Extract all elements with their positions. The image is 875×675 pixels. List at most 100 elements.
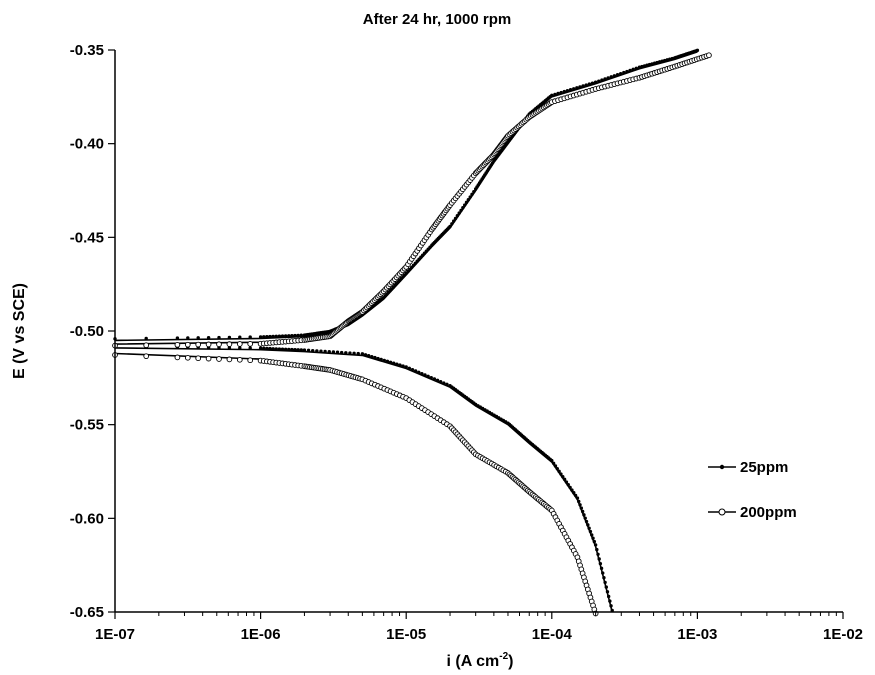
data-point [597,79,601,83]
data-point [590,533,594,537]
data-point [268,346,272,351]
data-point [398,363,402,367]
data-point [238,335,242,339]
data-point [323,349,327,354]
plot-area [112,48,712,617]
data-point [578,85,582,89]
data-point [462,203,467,207]
data-point [561,474,565,479]
data-point [608,599,612,603]
data-point [586,523,590,527]
data-point [603,580,607,585]
data-point [205,355,212,362]
data-point [442,381,446,385]
data-point [564,480,569,484]
data-point [570,488,574,492]
fit-line-anodic [114,51,698,342]
data-point [293,348,297,352]
data-point [618,71,623,76]
data-point [457,211,461,215]
data-point [597,557,601,561]
data-point [195,341,202,348]
data-point [555,466,559,471]
data-point [559,90,563,95]
data-point [247,341,254,347]
data-point [391,361,396,365]
data-point [395,362,399,366]
data-point [584,519,589,524]
data-point [296,333,300,338]
data-point [366,354,371,358]
data-point [625,69,629,74]
fit-line-anodic [114,52,710,345]
data-point [417,370,421,375]
data-point [609,75,613,79]
data-point [327,350,331,354]
data-point [631,67,635,72]
data-point [290,333,294,338]
data-point [472,189,476,194]
data-point [566,483,570,487]
data-point [277,347,282,351]
legend-label: 25ppm [740,459,788,476]
data-point [236,341,243,347]
data-point [583,516,587,520]
x-tick-label: 1E-05 [386,626,426,643]
chart-title: After 24 hr, 1000 rpm [363,11,511,28]
data-point [296,348,300,352]
data-point [577,499,581,504]
data-point [551,461,556,466]
data-point [236,356,243,363]
x-tick-label: 1E-03 [677,626,717,643]
data-point [572,491,576,495]
data-point [143,342,150,349]
data-point [579,506,584,510]
data-point [432,377,437,381]
data-point [606,594,611,599]
data-point [382,358,386,363]
data-point [568,88,573,92]
data-point [248,335,252,339]
data-point [283,334,288,338]
data-point [339,350,344,355]
data-point [591,536,595,540]
fit-line-cathodic [114,352,597,613]
data-point [622,70,626,75]
data-point [360,352,365,356]
data-point [466,198,471,202]
data-point [609,604,613,608]
data-point [401,364,405,368]
x-axis-label-main: i (A cm [447,653,500,670]
data-point [435,378,440,383]
data-point [184,341,191,348]
legend-item-200ppm: 200ppm [708,504,797,521]
data-point [216,356,222,362]
data-point [593,80,598,84]
data-point [174,341,181,348]
data-point [550,93,554,98]
data-point [287,347,291,352]
data-point [144,336,148,341]
legend-marker [718,508,726,516]
data-point [568,485,572,490]
legend: 25ppm 200ppm [708,459,797,521]
data-point [277,334,282,338]
x-axis-label: i (A cm-2) [447,651,514,670]
data-point [407,366,412,371]
axes: 1E-07 1E-06 1E-05 1E-04 1E-03 1E-02 -0.35 -0.40… [70,42,863,643]
data-point [262,335,266,339]
data-point [593,543,598,547]
data-point [628,68,632,73]
data-point [634,66,639,71]
data-point [601,571,605,575]
data-point [186,336,190,340]
data-point [344,351,348,355]
series-25ppm [113,48,700,613]
data-point [376,356,380,361]
data-point [274,347,278,351]
data-point [302,348,307,352]
data-point [247,357,254,364]
data-point [363,353,368,357]
data-point [227,346,232,350]
